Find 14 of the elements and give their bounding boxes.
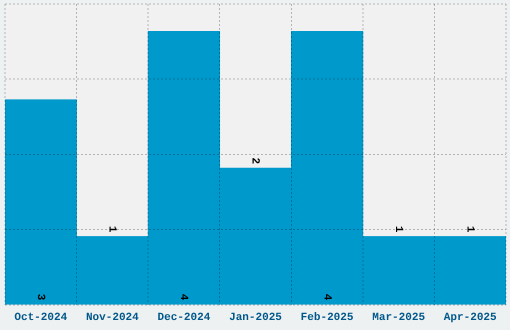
x-tick-label: Dec-2024 xyxy=(158,312,211,324)
x-tick-label: Mar-2025 xyxy=(372,312,426,324)
data-label: 4 xyxy=(320,294,332,301)
x-tick-label: Apr-2025 xyxy=(444,312,498,324)
data-label: 1 xyxy=(463,226,476,233)
data-label: 3 xyxy=(34,294,46,301)
data-label: 2 xyxy=(248,157,261,164)
x-tick-label: Feb-2025 xyxy=(300,312,354,324)
data-label: 1 xyxy=(106,226,118,233)
data-label: 4 xyxy=(177,294,190,301)
x-tick-label: Nov-2024 xyxy=(86,312,140,324)
x-tick-label: Oct-2024 xyxy=(14,312,68,324)
x-tick-label: Jan-2025 xyxy=(229,312,282,324)
data-label: 1 xyxy=(392,226,404,233)
